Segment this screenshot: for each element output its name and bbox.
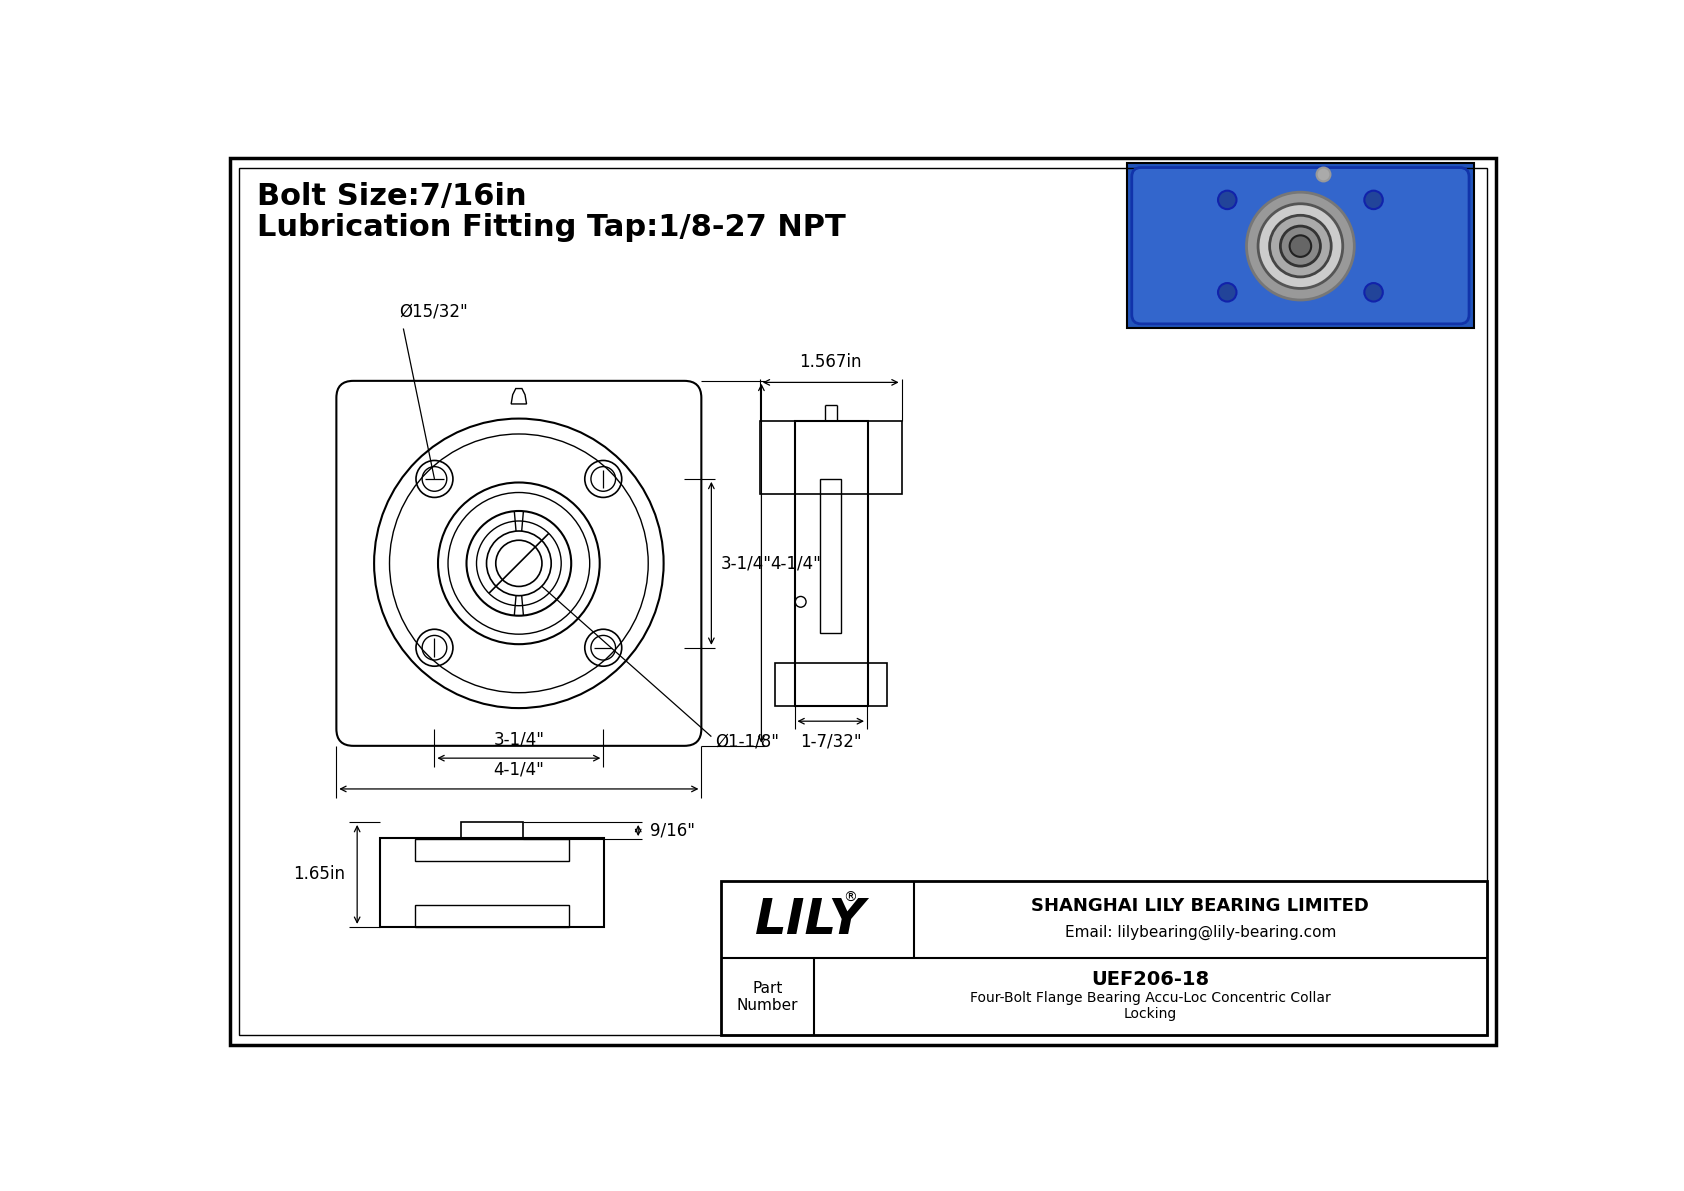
Text: Email: lilybearing@lily-bearing.com: Email: lilybearing@lily-bearing.com bbox=[1064, 924, 1335, 940]
Bar bbox=[1127, 163, 1474, 329]
Text: Ø1-1/8": Ø1-1/8" bbox=[716, 732, 780, 752]
Text: Lubrication Fitting Tap:1/8-27 NPT: Lubrication Fitting Tap:1/8-27 NPT bbox=[258, 213, 845, 242]
Text: ®: ® bbox=[844, 891, 857, 904]
Circle shape bbox=[1258, 204, 1342, 288]
Bar bbox=[381, 838, 603, 927]
Circle shape bbox=[1246, 192, 1354, 300]
Circle shape bbox=[1270, 216, 1332, 276]
Text: 4-1/4": 4-1/4" bbox=[771, 554, 822, 573]
Text: UEF206-18: UEF206-18 bbox=[1091, 971, 1209, 990]
Circle shape bbox=[1218, 191, 1236, 210]
Bar bbox=[775, 663, 887, 706]
Text: Bolt Size:7/16in: Bolt Size:7/16in bbox=[258, 182, 527, 211]
Bar bbox=[759, 420, 903, 494]
Bar bbox=[795, 420, 867, 706]
Circle shape bbox=[1290, 236, 1312, 257]
Text: 1.65in: 1.65in bbox=[293, 866, 345, 884]
Text: SHANGHAI LILY BEARING LIMITED: SHANGHAI LILY BEARING LIMITED bbox=[1031, 897, 1369, 915]
Bar bbox=[461, 822, 522, 838]
Text: LILY: LILY bbox=[754, 896, 866, 943]
Polygon shape bbox=[512, 388, 527, 404]
Text: Ø15/32": Ø15/32" bbox=[399, 303, 468, 320]
Bar bbox=[414, 838, 569, 861]
Text: 3-1/4": 3-1/4" bbox=[493, 730, 544, 748]
Text: 3-1/4": 3-1/4" bbox=[721, 554, 771, 573]
Circle shape bbox=[1364, 283, 1383, 301]
Text: Four-Bolt Flange Bearing Accu-Loc Concentric Collar
Locking: Four-Bolt Flange Bearing Accu-Loc Concen… bbox=[970, 991, 1330, 1021]
Bar bbox=[414, 905, 569, 927]
Circle shape bbox=[1364, 191, 1383, 210]
Text: 1.567in: 1.567in bbox=[800, 353, 862, 370]
FancyBboxPatch shape bbox=[337, 381, 701, 746]
Circle shape bbox=[1218, 283, 1236, 301]
Circle shape bbox=[1317, 168, 1330, 181]
Text: Part
Number: Part Number bbox=[738, 980, 798, 1014]
Circle shape bbox=[1280, 226, 1320, 266]
Text: 9/16": 9/16" bbox=[650, 822, 695, 840]
Bar bbox=[820, 479, 842, 632]
Text: 4-1/4": 4-1/4" bbox=[493, 761, 544, 779]
Text: 1-7/32": 1-7/32" bbox=[800, 732, 862, 750]
FancyBboxPatch shape bbox=[1132, 168, 1468, 324]
Bar bbox=[721, 881, 1487, 1035]
